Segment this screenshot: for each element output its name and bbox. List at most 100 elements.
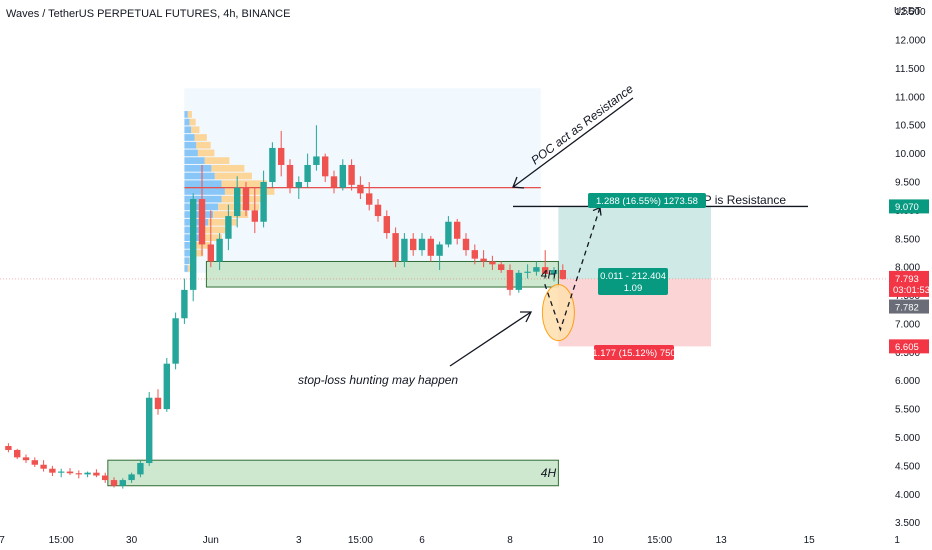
zone-upper-label: 4H — [541, 268, 557, 282]
svg-text:0.011 - 212.404: 0.011 - 212.404 — [600, 271, 666, 282]
time-tick-label: 15:00 — [647, 535, 672, 546]
stop-loss-arrow[interactable] — [449, 311, 533, 367]
candle-body — [278, 147, 285, 165]
candle-body — [550, 270, 558, 274]
candle-body — [410, 238, 417, 251]
poc-arrow[interactable] — [512, 97, 634, 189]
time-tick-label: 13 — [716, 535, 728, 546]
volume-profile-bar-down — [201, 234, 222, 242]
candle-body — [348, 164, 355, 185]
svg-text:6.605: 6.605 — [895, 342, 919, 353]
price-tick-label: 10.500 — [895, 121, 926, 132]
entry-badge: 0.011 - 212.404 1.09 — [598, 268, 668, 295]
candle-body — [251, 210, 258, 222]
candle-body — [137, 463, 144, 475]
axis-badge-target: 9.070 — [889, 199, 929, 214]
volume-profile-bar-down — [196, 141, 211, 149]
time-tick-label: 6 — [419, 535, 425, 546]
candle-body — [242, 187, 250, 211]
volume-profile-bar-up — [184, 257, 190, 265]
candle-body — [181, 289, 188, 319]
candle-body — [49, 468, 56, 473]
volume-profile-bar-down — [189, 118, 196, 126]
time-tick-label: 7 — [0, 535, 5, 546]
price-tick-label: 5.500 — [895, 405, 920, 416]
axis-badge-current: 7.782 — [889, 299, 929, 314]
candle-body — [383, 216, 390, 234]
candle-body — [304, 164, 311, 182]
volume-profile-bar-down — [211, 164, 245, 172]
candle-body — [146, 397, 153, 464]
demand-zone-4h-upper[interactable] — [205, 260, 559, 288]
price-tick-label: 11.000 — [895, 92, 925, 103]
demand-zone-4h-lower[interactable] — [107, 459, 559, 487]
price-tick-label: 6.000 — [895, 376, 920, 387]
candle-body — [418, 238, 426, 251]
candle-body — [84, 472, 91, 475]
projection-path[interactable] — [544, 207, 601, 332]
volume-profile-bar-down — [187, 111, 192, 118]
svg-text:1.177 (15.12%) 750: 1.177 (15.12%) 750 — [592, 348, 675, 359]
candle-body — [154, 397, 162, 410]
candle-body — [506, 270, 514, 290]
candle-body — [524, 271, 531, 273]
volume-profile-bar-up — [184, 149, 198, 157]
candle-body — [40, 464, 47, 469]
candlestick-series — [5, 125, 566, 489]
svg-text:1.288 (16.55%) 1273.58: 1.288 (16.55%) 1273.58 — [596, 196, 698, 207]
candle-body — [295, 182, 302, 188]
candle-body — [260, 182, 267, 222]
stop-hunt-ellipse[interactable] — [541, 284, 575, 342]
price-tick-label: 4.500 — [895, 461, 920, 472]
candle-body — [559, 270, 566, 280]
time-tick-label: 30 — [126, 535, 138, 546]
candle-body — [75, 473, 82, 475]
volume-profile-bar-down — [187, 265, 192, 272]
volume-profile-bar-up — [184, 265, 188, 272]
volume-profile-bar-up — [184, 111, 188, 118]
candle-body — [110, 480, 118, 486]
candle-body — [119, 480, 126, 486]
candle-body — [401, 238, 408, 262]
stop-loss-annotation[interactable]: stop-loss hunting may happen — [298, 373, 458, 387]
symbol-title[interactable]: Waves / TetherUS PERPETUAL FUTURES, 4h, … — [6, 8, 291, 20]
candle-body — [93, 472, 100, 476]
candle-body — [190, 199, 197, 290]
volume-profile-bar-down — [204, 226, 230, 234]
price-tick-label: 4.000 — [895, 490, 920, 501]
price-tick-label: 7.000 — [895, 319, 920, 330]
volume-profile-bar-up — [184, 126, 192, 134]
svg-text:9.070: 9.070 — [895, 202, 919, 213]
candle-body — [330, 176, 338, 188]
price-tick-label: 5.000 — [895, 433, 920, 444]
candle-body — [313, 156, 320, 165]
volume-profile-bar-down — [204, 157, 230, 164]
price-axis[interactable]: USDT 12.500 12.000 11.500 11.000 10.500 10.00… — [894, 6, 926, 529]
candle-body — [207, 244, 214, 262]
volume-profile-bar-down — [191, 126, 200, 134]
candle-body — [322, 156, 329, 177]
candle-body — [163, 363, 170, 410]
volume-profile-bar-up — [184, 249, 193, 257]
candle-body — [66, 471, 74, 474]
volume-profile-bar-up — [184, 141, 197, 149]
poc-annotation[interactable]: POC act as Resistance — [528, 81, 636, 167]
candle-body — [480, 258, 487, 262]
candle-body — [225, 216, 232, 239]
currency-label: USDT — [894, 6, 921, 17]
time-axis[interactable]: 7 15:00 30 Jun 3 15:00 6 8 10 15:00 13 15 1 — [0, 535, 900, 546]
candle-body — [234, 187, 241, 217]
volume-profile-bar-down — [197, 149, 215, 157]
candle-body — [374, 204, 382, 217]
volume-profile-bar-up — [184, 211, 214, 218]
candle-body — [14, 449, 21, 458]
volume-profile-bar-up — [184, 180, 222, 188]
candle-body — [102, 475, 109, 481]
time-tick-label: 3 — [296, 535, 302, 546]
volume-profile-bar-down — [194, 134, 207, 141]
volume-profile-bar-up — [184, 188, 225, 195]
candle-body — [22, 457, 30, 461]
time-tick-label: 8 — [507, 535, 513, 546]
